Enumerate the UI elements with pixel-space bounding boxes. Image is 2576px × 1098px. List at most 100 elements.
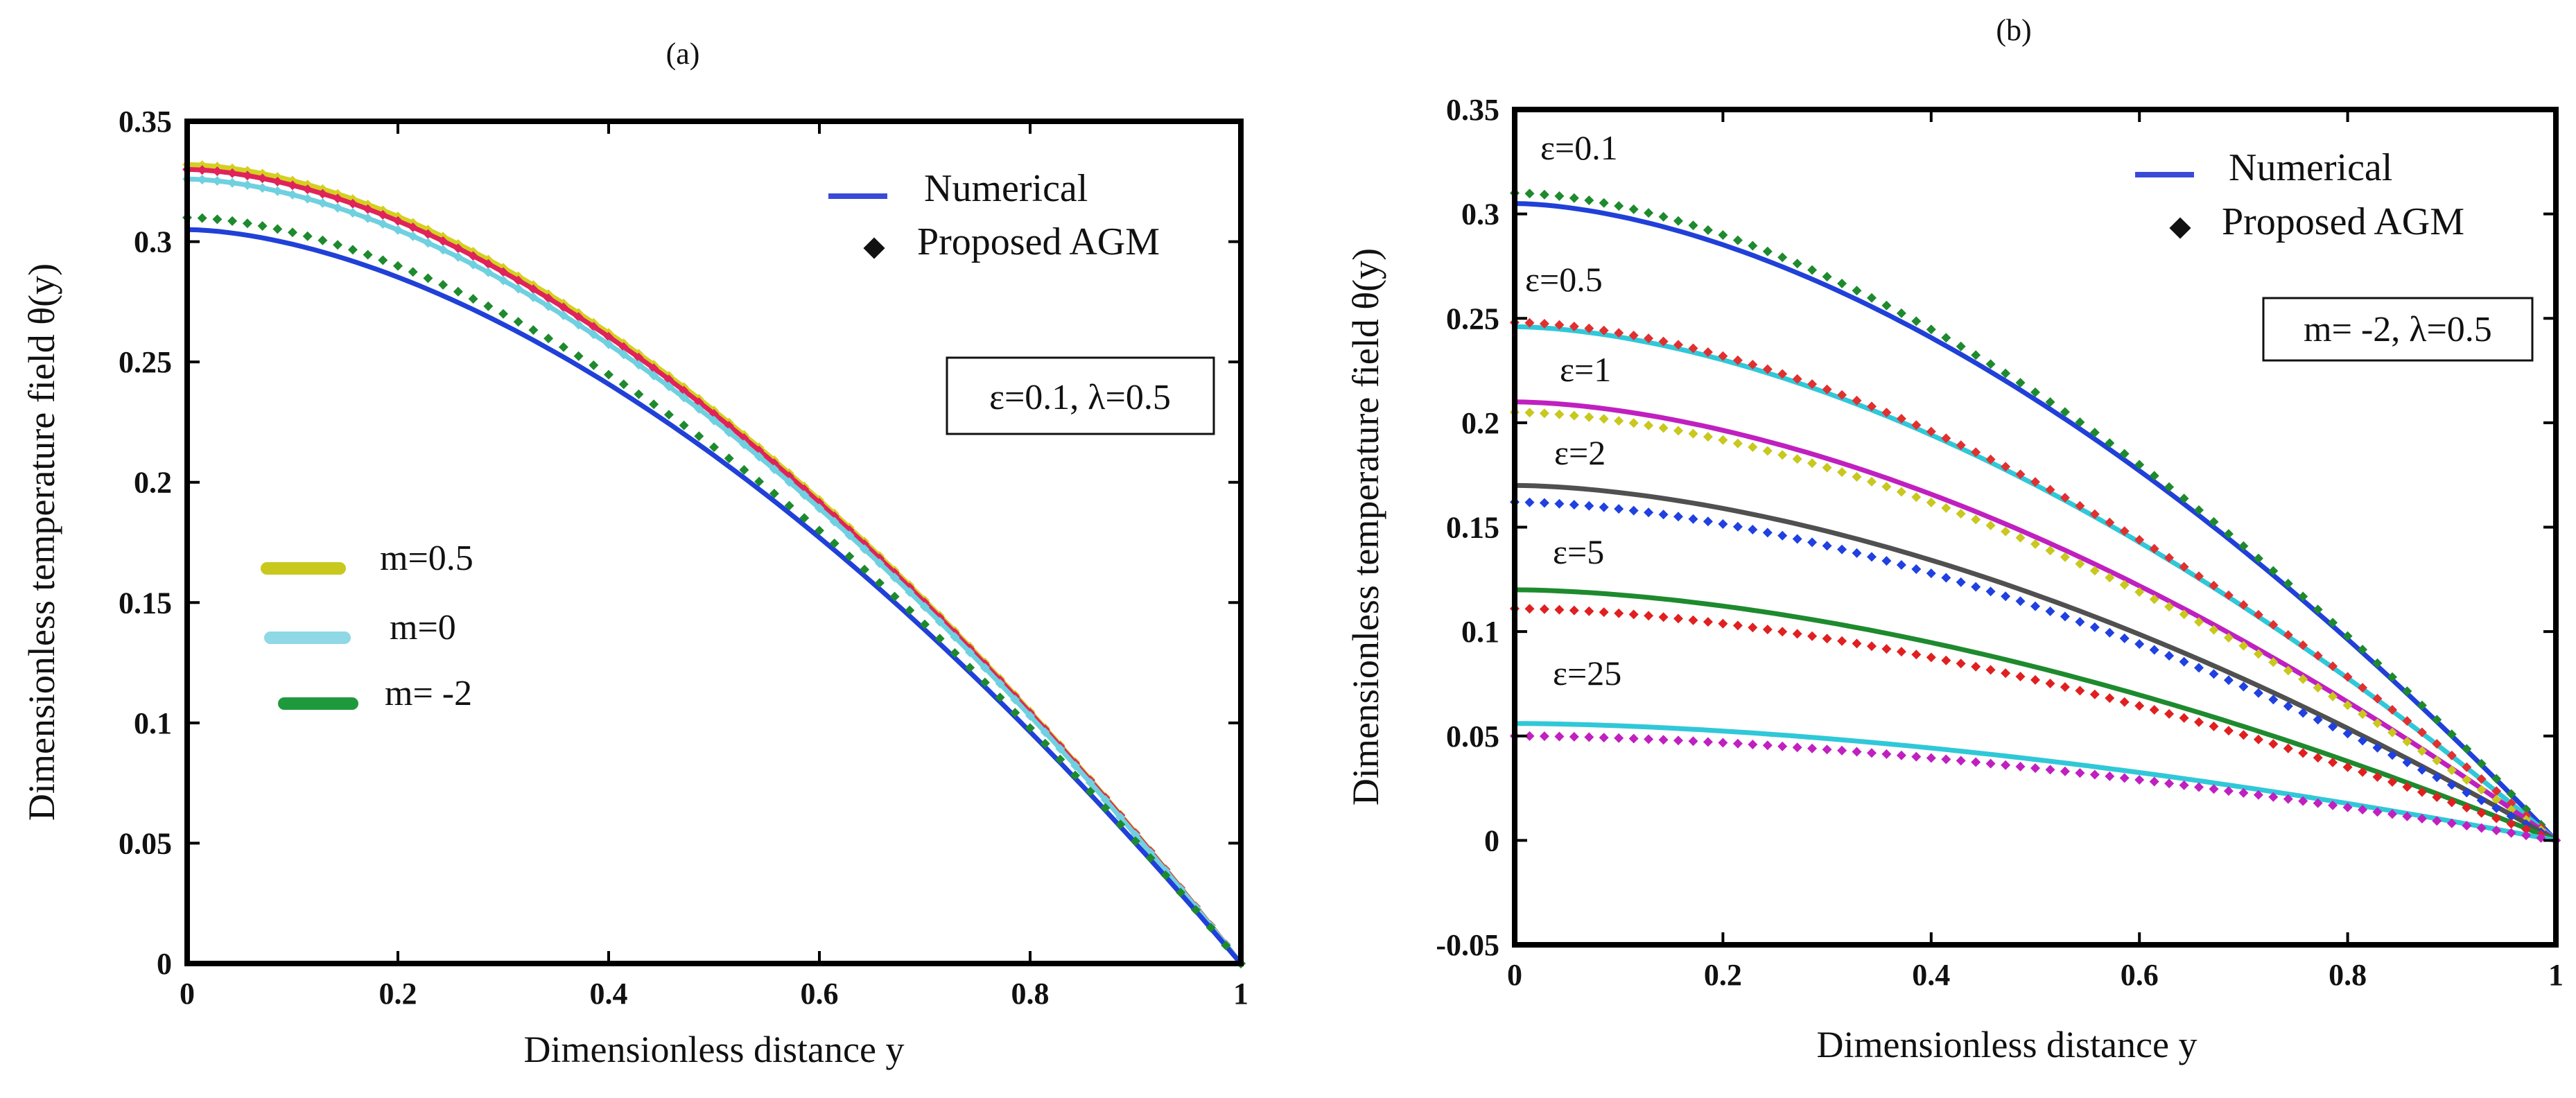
panel-b-label: (b) [1996,13,2031,47]
panel-b-series-1-point [2179,561,2189,572]
panel-b-series-0-point [2015,378,2026,388]
panel-b-ytick-label: 0 [1484,824,1499,857]
panel-b-series-3-point [2283,701,2293,711]
panel-b-series-5-point [2313,798,2323,808]
panel-a-series-2-point [724,427,734,437]
panel-b-series-5-point [2298,796,2308,806]
panel-b-series-2-point [1644,420,1654,430]
panel-b-series-3-point [1703,516,1713,527]
panel-b-series-1-point [2030,477,2040,487]
panel-b-series-5-point [2506,828,2516,838]
panel-b-series-0-point [1762,246,1773,256]
panel-a-series-3-point [408,267,418,277]
panel-b-series-3-point [1584,500,1594,511]
panel-b-series-5-point [1644,734,1654,744]
panel-b-parameter-box: m= -2, λ=0.5 [2262,297,2534,362]
panel-b-series-5-point [2491,826,2502,835]
panel-b-series-3-point [2372,742,2383,753]
panel-a-series-3-point [589,360,599,370]
panel-b-series-2-point [2491,794,2502,805]
panel-b-series-4-point [2342,762,2353,772]
panel-a-series-2-point [393,225,403,235]
panel-b-series-2-point [2432,756,2442,766]
panel-a-series-3-point [1100,803,1111,813]
panel-a-series-line-2 [186,176,1243,966]
panel-b-series-5-point [1688,736,1698,747]
panel-a-series-2-point [1085,778,1095,788]
panel-a-series-3-point [227,216,238,226]
panel-a-label: (a) [666,37,700,71]
panel-b-series-4-point [2506,819,2516,829]
panel-b-series-2-point [2045,546,2055,556]
panel-b-series-1-point [1569,322,1579,331]
panel-b-series-0-point [2105,438,2115,448]
panel-b-series-4-point [1644,611,1654,621]
panel-b-series-1-point [2298,640,2308,650]
panel-b-series-3-point [2105,627,2115,638]
panel-b-series-0-point [2313,604,2323,615]
panel-b-series-2-point [2476,785,2487,795]
panel-a-series-2-point [905,587,915,598]
panel-a-series-1-point [393,216,403,226]
panel-b-series-5-point [2328,800,2338,810]
panel-a-series-3-point [934,634,945,644]
panel-a-series-1-point [272,177,283,186]
panel-b-series-1-point [1762,364,1773,374]
panel-a-series-3-point [302,231,313,241]
panel-a-series-1-point [618,342,629,352]
panel-b-series-4-point [1956,659,1966,669]
panel-b-series-1-point [1881,408,1892,418]
panel-b-series-5-point [2045,765,2055,775]
epsilon-label-5: ε=25 [1553,654,1621,692]
panel-b-series-3-point [2119,633,2130,643]
panel-a-series-2-point [679,392,689,403]
panel-b-series-3-point [1822,541,1832,551]
panel-a-series-1-point [288,180,297,191]
panel-a-series-3-point [860,564,870,575]
parameter-box-frame [2262,297,2534,362]
panel-b-series-1-point [2491,786,2502,796]
panel-a-series-1-point [333,193,343,204]
panel-b-series-5-point [2179,780,2189,790]
panel-b-series-2-point [1762,446,1773,456]
panel-a-series-2-point [799,490,810,500]
panel-a-series-2-point [649,370,659,381]
panel-b-series-5-point [2238,787,2249,798]
panel-b-series-0-point [1673,216,1683,226]
panel-b-series-0-point [2342,631,2353,641]
panel-a-series-2-point [589,329,599,340]
panel-b-series-0-point [2134,460,2145,470]
panel-b-series-5-point [2446,818,2457,828]
panel-b-series-2-point [1926,497,1936,507]
panel-a-series-2-point [1115,812,1126,822]
panel-a-series-3-point [679,420,689,430]
panel-b-series-1-point [2238,600,2249,610]
panel-a-ylabel: Dimensionless temperature field θ(y) [21,263,62,821]
panel-b-series-0-point [2432,715,2442,725]
panel-b-series-3-point [2476,795,2487,805]
panel-a-series-1-point [227,168,238,178]
panel-b-series-5-point [1554,731,1565,742]
panel-b-series-1-point [1971,447,1981,458]
panel-a-series-3-point [1176,887,1186,898]
panel-b-series-4-point [1762,625,1773,635]
panel-b-ytick-label: 0.3 [1461,198,1499,232]
panel-b-series-1-point [1777,369,1788,379]
panel-b-series-5-point [1911,751,1922,762]
panel-b-series-2-point [2001,526,2011,537]
panel-b-series-5-point [1748,740,1758,749]
panel-b-series-3-point [2134,639,2145,650]
panel-b-series-4-point [2268,739,2279,749]
panel-a-series-1-point [468,251,478,261]
panel-a-series-line-3 [186,227,1243,966]
panel-b-series-5-point [2283,794,2293,804]
panel-a-series-1-point [573,312,584,322]
panel-a-series-3-point [1131,836,1140,846]
panel-b-series-2-point [1777,450,1788,460]
panel-b-series-3-point [1748,525,1758,534]
panel-b-series-1-point [2358,683,2368,693]
panel-b-series-4-point [2313,753,2323,763]
panel-b-series-line-5 [1515,721,2557,843]
panel-a-xlabel: Dimensionless distance y [524,1029,905,1070]
